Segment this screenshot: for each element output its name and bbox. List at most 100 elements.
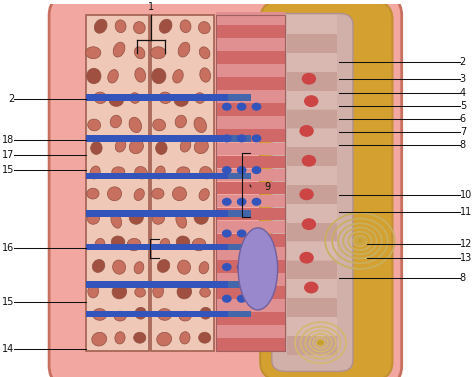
Ellipse shape (127, 238, 141, 251)
Bar (287, 110, 337, 128)
FancyBboxPatch shape (260, 0, 392, 377)
Ellipse shape (180, 139, 191, 152)
Bar (216, 90, 285, 103)
Text: 12: 12 (460, 239, 472, 248)
Text: 18: 18 (2, 135, 14, 145)
Ellipse shape (160, 238, 170, 250)
Ellipse shape (134, 47, 145, 59)
Ellipse shape (195, 93, 205, 103)
Bar (287, 15, 337, 34)
Circle shape (223, 198, 231, 205)
Bar (216, 299, 285, 312)
Ellipse shape (176, 236, 190, 248)
Text: 13: 13 (460, 253, 472, 264)
Ellipse shape (135, 307, 146, 319)
Ellipse shape (135, 288, 146, 297)
Ellipse shape (200, 288, 210, 297)
Ellipse shape (173, 187, 187, 201)
Ellipse shape (112, 167, 125, 176)
Ellipse shape (88, 119, 100, 131)
Bar (216, 25, 285, 38)
Ellipse shape (199, 21, 210, 34)
Circle shape (252, 103, 261, 110)
Bar (151, 15, 214, 351)
Ellipse shape (94, 19, 107, 33)
Ellipse shape (88, 284, 99, 298)
Bar (287, 242, 337, 261)
Text: 16: 16 (2, 244, 14, 253)
Ellipse shape (111, 213, 122, 228)
Circle shape (357, 239, 363, 243)
Ellipse shape (157, 332, 172, 346)
Ellipse shape (159, 92, 172, 104)
Bar (216, 12, 285, 25)
Bar (228, 210, 251, 217)
Circle shape (223, 103, 231, 110)
Ellipse shape (109, 95, 123, 106)
Bar (216, 116, 285, 129)
Ellipse shape (111, 236, 125, 248)
FancyBboxPatch shape (272, 14, 353, 371)
Text: 14: 14 (2, 344, 14, 354)
Circle shape (223, 264, 231, 270)
Bar (86, 15, 149, 351)
Ellipse shape (87, 68, 101, 84)
Circle shape (223, 135, 231, 142)
Circle shape (237, 230, 246, 237)
Ellipse shape (129, 139, 144, 154)
Bar (287, 129, 337, 147)
Bar (86, 173, 228, 179)
Circle shape (237, 264, 246, 270)
Bar (216, 103, 285, 116)
Bar (216, 247, 285, 260)
Bar (228, 311, 251, 317)
Ellipse shape (113, 42, 125, 57)
Bar (216, 143, 285, 155)
Ellipse shape (110, 115, 121, 128)
Circle shape (252, 230, 261, 237)
Ellipse shape (114, 311, 126, 321)
Bar (216, 325, 285, 338)
Bar (216, 129, 285, 142)
Bar (287, 317, 337, 336)
Ellipse shape (134, 21, 145, 34)
Ellipse shape (151, 47, 166, 59)
Ellipse shape (115, 332, 125, 344)
Ellipse shape (134, 262, 144, 274)
Ellipse shape (134, 332, 146, 343)
Circle shape (317, 340, 324, 346)
Ellipse shape (113, 260, 126, 274)
Text: 6: 6 (460, 113, 466, 124)
Bar (216, 286, 285, 299)
Ellipse shape (194, 117, 207, 133)
Ellipse shape (130, 93, 140, 103)
Bar (287, 223, 337, 242)
Bar (216, 338, 285, 351)
Ellipse shape (92, 309, 107, 320)
Ellipse shape (200, 307, 211, 319)
Ellipse shape (152, 212, 164, 224)
Ellipse shape (153, 119, 165, 131)
Ellipse shape (155, 142, 167, 155)
Circle shape (300, 253, 313, 263)
Bar (287, 91, 337, 109)
Bar (216, 15, 285, 351)
Bar (287, 53, 337, 72)
Text: 3: 3 (460, 74, 466, 84)
Circle shape (302, 156, 315, 166)
Circle shape (300, 189, 313, 199)
Ellipse shape (159, 19, 172, 33)
Circle shape (223, 167, 231, 173)
Circle shape (223, 230, 231, 237)
Bar (287, 298, 337, 317)
Bar (287, 72, 337, 90)
Ellipse shape (177, 285, 191, 299)
Bar (287, 34, 337, 53)
Bar (216, 51, 285, 64)
Ellipse shape (152, 188, 164, 199)
Bar (287, 185, 337, 204)
Ellipse shape (112, 285, 127, 299)
Text: 8: 8 (460, 273, 466, 283)
Ellipse shape (129, 117, 142, 133)
Bar (86, 281, 228, 288)
